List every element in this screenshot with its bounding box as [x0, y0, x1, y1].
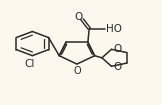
Text: O: O	[113, 44, 121, 54]
Text: Cl: Cl	[24, 59, 34, 69]
Text: O: O	[113, 62, 121, 72]
Text: O: O	[75, 12, 83, 22]
Text: O: O	[73, 66, 81, 76]
Text: HO: HO	[106, 24, 122, 34]
